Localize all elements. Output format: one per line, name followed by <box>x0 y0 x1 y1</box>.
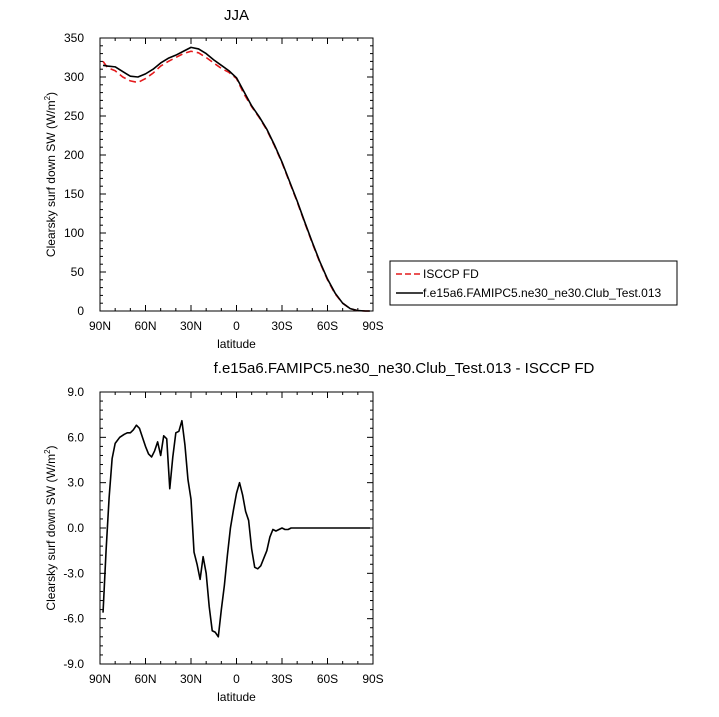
bottom-chart-x-ticks: 90N 60N 30N 0 30S 60S 90S <box>89 392 384 686</box>
bottom-chart-y-axis-label: Clearsky surf down SW (W/m2) <box>43 445 58 610</box>
bottom-chart-y-axis-label-main: Clearsky surf down SW (W/m <box>44 454 58 611</box>
top-chart-y-ticks: 0 50 100 150 200 250 300 350 <box>64 31 373 318</box>
y-tick-label: 9.0 <box>67 385 84 399</box>
x-tick-label: 0 <box>233 319 240 333</box>
bottom-chart: f.e15a6.FAMIPC5.ne30_ne30.Club_Test.013 … <box>43 360 595 704</box>
x-tick-label: 60N <box>134 319 156 333</box>
bottom-chart-y-ticks: -9.0 -6.0 -3.0 0.0 3.0 6.0 9.0 <box>63 385 373 671</box>
series-line-0 <box>102 419 370 638</box>
y-tick-label: 350 <box>64 31 84 45</box>
y-tick-label: 200 <box>64 148 84 162</box>
top-chart-y-axis-label-sup: 2 <box>43 95 52 100</box>
top-chart-x-ticks: 90N 60N 30N 0 30S 60S 90S <box>89 38 384 333</box>
x-tick-label: 30N <box>180 672 202 686</box>
legend-label-model: f.e15a6.FAMIPC5.ne30_ne30.Club_Test.013 <box>423 286 661 300</box>
y-tick-label: 300 <box>64 70 84 84</box>
x-tick-label: 90S <box>362 672 383 686</box>
y-tick-label: 3.0 <box>67 476 84 490</box>
x-tick-label: 30N <box>180 319 202 333</box>
x-tick-label: 90N <box>89 319 111 333</box>
bottom-chart-series-group <box>102 419 370 638</box>
x-tick-label: 0 <box>233 672 240 686</box>
legend-box <box>389 260 678 306</box>
x-tick-label: 90N <box>89 672 111 686</box>
top-chart-y-axis-label-main: Clearsky surf down SW (W/m <box>44 100 58 257</box>
top-chart-y-axis-label: Clearsky surf down SW (W/m2) <box>43 92 58 257</box>
series-line-1 <box>102 46 370 312</box>
x-tick-label: 90S <box>362 319 383 333</box>
x-tick-label: 30S <box>271 672 292 686</box>
bottom-chart-y-axis-label-sup: 2 <box>43 449 52 454</box>
y-tick-label: -6.0 <box>63 612 84 626</box>
top-chart-title: JJA <box>224 7 249 24</box>
top-chart-legend: ISCCP FD f.e15a6.FAMIPC5.ne30_ne30.Club_… <box>389 260 678 306</box>
y-tick-label: 6.0 <box>67 430 84 444</box>
top-chart-y-axis-label-close: ) <box>44 92 58 96</box>
x-tick-label: 60N <box>134 672 156 686</box>
series-line-0 <box>102 50 370 312</box>
y-tick-label: 0.0 <box>67 521 84 535</box>
bottom-chart-y-axis-label-close: ) <box>44 445 58 449</box>
x-tick-label: 30S <box>271 319 292 333</box>
bottom-chart-title: f.e15a6.FAMIPC5.ne30_ne30.Club_Test.013 … <box>214 360 595 377</box>
y-tick-label: 250 <box>64 109 84 123</box>
top-chart: JJA 90N 60N 30N 0 30S 60S 90S 0 50 100 150 200 250 3… <box>43 7 678 351</box>
legend-label-isccp: ISCCP FD <box>423 267 479 281</box>
top-chart-x-axis-label: latitude <box>217 337 256 351</box>
y-tick-label: 0 <box>77 304 84 318</box>
y-tick-label: 150 <box>64 187 84 201</box>
x-tick-label: 60S <box>317 319 338 333</box>
top-chart-series-group <box>102 46 370 312</box>
y-tick-label: -9.0 <box>63 657 84 671</box>
bottom-chart-x-axis-label: latitude <box>217 690 256 704</box>
y-tick-label: 50 <box>71 265 85 279</box>
x-tick-label: 60S <box>317 672 338 686</box>
y-tick-label: -3.0 <box>63 566 84 580</box>
y-tick-label: 100 <box>64 226 84 240</box>
